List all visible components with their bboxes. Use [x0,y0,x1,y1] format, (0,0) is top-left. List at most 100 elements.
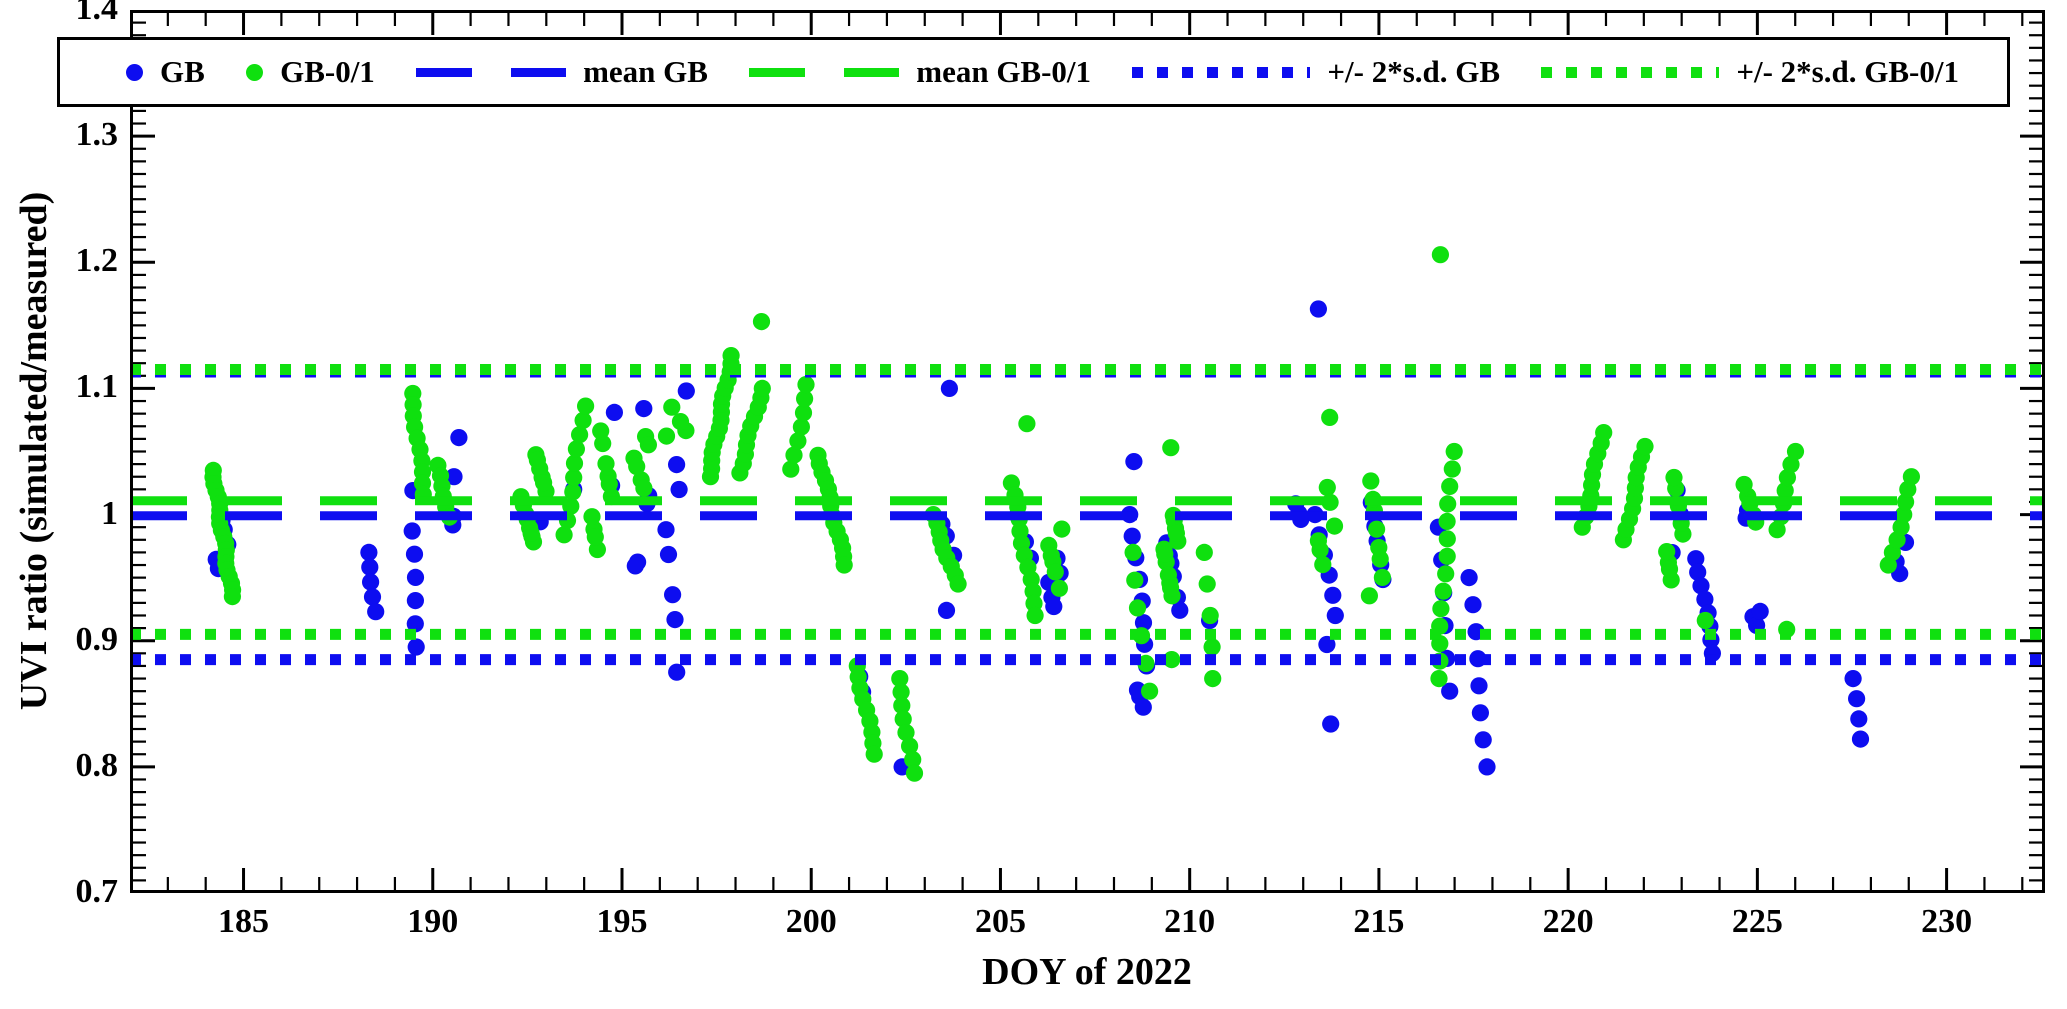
legend-label: GB [160,54,205,89]
data-point [1658,543,1676,561]
data-point [891,670,909,688]
x-tick-label: 205 [974,903,1026,940]
data-point [635,479,653,497]
data-point [797,376,815,394]
data-point [223,588,241,606]
x-tick-label: 230 [1921,903,1973,940]
data-point [1445,442,1463,461]
data-point [1438,547,1456,565]
data-point [522,524,540,542]
x-tick-label: 210 [1164,903,1216,940]
legend-label: +/- 2*s.d. GB [1327,54,1501,89]
data-point [406,592,424,610]
data-point [1201,606,1219,625]
data-point [1595,424,1613,442]
data-point [1050,579,1068,597]
data-point [445,468,463,486]
legend-label: mean GB [583,54,708,89]
data-point [1162,439,1180,457]
data-point [894,710,912,728]
data-point [1687,550,1705,568]
axis-ticks [130,10,2042,893]
data-point [1478,758,1496,776]
data-point [1696,611,1714,630]
data-point [1026,606,1044,625]
data-point [789,432,807,450]
data-point [1322,715,1340,733]
data-point [1053,520,1071,538]
data-point [535,474,553,492]
data-point [1134,698,1152,716]
y-axis-title: UVI ratio (simulated/measured) [13,191,55,711]
data-point [583,508,601,526]
legend-item-gb: GB [126,37,205,107]
data-point [940,379,959,397]
legend-item-mean-gb: mean GB [416,37,708,107]
chart-legend: GB GB-0/1 mean GB mean GB-0/1 +/- 2*s.d. GB +… [57,37,2010,107]
data-point [597,455,615,473]
data-point [361,558,379,576]
data-point [1128,599,1147,617]
data-point [671,413,690,431]
data-point [1198,575,1216,593]
data-point [1125,453,1143,471]
data-point [892,683,910,701]
data-point [1902,468,1920,486]
data-point [626,557,644,575]
data-point [600,475,618,493]
data-point [592,422,610,440]
data-point [567,440,585,458]
data-point [1696,590,1714,608]
data-point [1171,601,1189,619]
data-point [1042,547,1060,565]
data-point [1460,569,1478,587]
data-point [1848,690,1866,708]
data-point [406,615,424,633]
data-point [659,545,678,564]
data-point [574,411,592,429]
plot-canvas [130,10,2045,893]
data-point [1689,563,1707,581]
data-point [1360,587,1378,605]
legend-marker-dot-icon [246,63,264,81]
data-point [1126,571,1144,589]
data-point [1464,596,1482,614]
data-point [668,456,686,474]
data-point [663,398,681,416]
data-point [571,426,589,444]
plot-frame [130,10,2045,893]
data-point [796,390,814,408]
data-point [865,745,883,763]
legend-marker-dash-icon [416,67,567,77]
data-point [577,397,595,415]
data-point [1778,469,1796,487]
legend-label: mean GB-0/1 [916,54,1092,89]
x-tick-label: 195 [596,903,648,940]
data-point [1134,614,1153,632]
data-point [1167,524,1185,542]
data-point [1046,563,1064,581]
data-point [1163,651,1181,669]
data-point [1431,246,1449,264]
data-point [1162,579,1180,597]
data-point [1441,682,1459,700]
data-point [1434,582,1452,600]
x-tick-label: 215 [1353,903,1405,940]
data-point [635,400,653,418]
plot-area [130,10,2045,893]
data-point [785,446,803,464]
data-point [1318,635,1336,654]
x-tick-label: 190 [407,903,459,940]
data-point [1124,543,1142,562]
data-point [937,601,956,620]
data-point [1786,442,1805,461]
data-point [835,556,853,574]
data-point [657,521,675,539]
data-point [1471,704,1489,722]
data-point [1370,539,1388,557]
data-point [668,663,686,681]
legend-marker-dotline-icon [1132,66,1311,78]
data-point [1470,677,1488,695]
data-point [1692,577,1710,595]
legend-marker-dotline-icon [1541,66,1720,78]
